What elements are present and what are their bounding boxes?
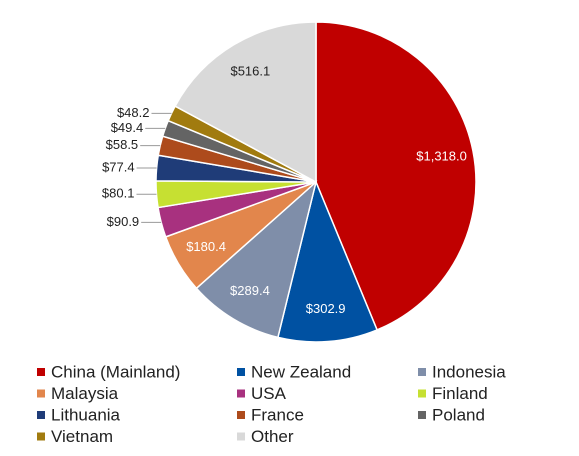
legend-label: Other <box>251 427 294 446</box>
data-label: $90.9 <box>107 214 140 229</box>
legend-swatch <box>418 368 426 376</box>
pie-slice <box>195 179 318 339</box>
legend-swatch <box>418 389 426 398</box>
data-label: $77.4 <box>102 159 135 174</box>
pie-slice <box>174 21 317 184</box>
data-label: $180.4 <box>186 239 226 254</box>
data-label: $516.1 <box>230 64 270 79</box>
legend-swatch <box>237 389 245 398</box>
data-label: $48.2 <box>117 105 150 120</box>
legend-label: France <box>251 405 304 424</box>
pie-slice <box>315 21 477 331</box>
data-label: $80.1 <box>102 186 135 201</box>
data-label: $302.9 <box>306 301 346 316</box>
legend-swatch <box>237 411 245 419</box>
data-label: $1,318.0 <box>416 149 467 164</box>
legend-swatch <box>237 432 245 441</box>
legend-label: Vietnam <box>51 427 113 446</box>
legend-swatch <box>237 368 245 376</box>
legend-swatch <box>418 411 426 419</box>
data-label: $58.5 <box>106 137 139 152</box>
legend-label: Malaysia <box>51 384 119 403</box>
legend-label: Lithuania <box>51 405 121 424</box>
data-label: $49.4 <box>111 120 144 135</box>
legend-label: USA <box>251 384 287 403</box>
pie-slice <box>276 179 379 343</box>
data-label: $289.4 <box>230 283 270 298</box>
legend-swatch <box>37 368 45 376</box>
legend-label: Poland <box>432 405 485 424</box>
legend-label: Finland <box>432 384 488 403</box>
legend-swatch <box>37 432 45 441</box>
legend-swatch <box>37 389 45 398</box>
legend-swatch <box>37 411 45 419</box>
legend-label: China (Mainland) <box>51 362 180 381</box>
legend-label: New Zealand <box>251 362 351 381</box>
legend-label: Indonesia <box>432 362 506 381</box>
